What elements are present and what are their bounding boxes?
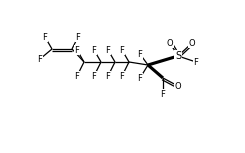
Text: F: F bbox=[106, 71, 110, 80]
Text: F: F bbox=[106, 45, 110, 54]
Text: O: O bbox=[167, 39, 173, 47]
Text: F: F bbox=[43, 32, 48, 41]
Text: F: F bbox=[137, 73, 142, 82]
Text: F: F bbox=[120, 71, 124, 80]
Text: F: F bbox=[92, 45, 97, 54]
Text: F: F bbox=[74, 45, 79, 54]
Text: F: F bbox=[137, 50, 142, 58]
Text: F: F bbox=[75, 32, 80, 41]
Text: F: F bbox=[92, 71, 97, 80]
Text: F: F bbox=[37, 54, 42, 63]
Text: F: F bbox=[194, 58, 198, 67]
Text: S: S bbox=[175, 51, 181, 61]
Text: O: O bbox=[175, 82, 181, 91]
Text: O: O bbox=[189, 39, 195, 47]
Text: F: F bbox=[160, 90, 165, 99]
Text: F: F bbox=[74, 71, 79, 80]
Text: F: F bbox=[120, 45, 124, 54]
